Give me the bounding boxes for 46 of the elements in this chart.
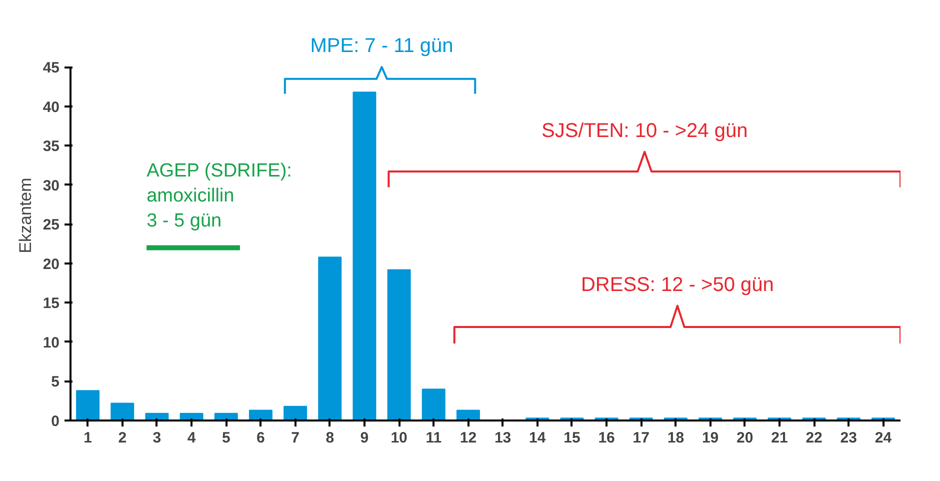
- x-tick-label: 11: [426, 430, 442, 446]
- x-tick-label: 22: [806, 430, 822, 446]
- y-tick-label: 5: [51, 374, 60, 391]
- x-tick-label: 23: [840, 430, 857, 446]
- x-tick-label: 15: [564, 430, 580, 446]
- x-tick-label: 9: [360, 430, 369, 446]
- x-tick-label: 16: [598, 430, 615, 446]
- y-tick-label: 25: [42, 216, 60, 234]
- x-tick-label: 24: [874, 430, 892, 446]
- x-tick-label: 6: [256, 430, 265, 446]
- y-axis-title: Ekzantem: [16, 178, 35, 254]
- bar: [318, 256, 342, 420]
- bar: [284, 406, 308, 420]
- y-tick-label: 20: [42, 256, 60, 273]
- x-tick-label: 8: [326, 430, 334, 446]
- y-tick-label: 35: [42, 138, 60, 156]
- bar: [387, 269, 411, 420]
- bar: [110, 402, 134, 420]
- x-tick-label: 14: [529, 430, 546, 446]
- x-tick-label: 13: [494, 430, 512, 446]
- x-tick-label: 20: [736, 430, 754, 446]
- y-tick-label: 0: [51, 413, 60, 430]
- series-label: DRESS: 12 - >50 gün: [580, 274, 774, 296]
- x-tick-label: 17: [632, 430, 650, 446]
- x-tick-label: 3: [152, 430, 162, 446]
- y-tick-label: 30: [42, 177, 60, 194]
- x-tick-label: 2: [118, 430, 127, 446]
- x-tick-label: 19: [702, 430, 719, 446]
- y-tick-label: 45: [42, 60, 60, 77]
- bar: [422, 388, 446, 420]
- bar: [76, 390, 100, 420]
- x-tick-label: 21: [771, 430, 788, 446]
- x-tick-label: 4: [187, 430, 196, 446]
- y-tick-label: 40: [42, 98, 60, 116]
- x-tick-label: 1: [84, 430, 92, 446]
- bar: [352, 92, 376, 420]
- x-tick-label: 5: [222, 430, 230, 446]
- x-tick-label: 7: [291, 430, 300, 446]
- x-tick-label: 12: [460, 430, 477, 446]
- x-tick-label: 10: [390, 430, 408, 446]
- y-tick-label: 10: [42, 334, 60, 352]
- y-tick-label: 15: [42, 295, 60, 312]
- series-label: MPE: 7 - 11 gün: [310, 35, 454, 58]
- series-label: AGEP (SDRIFE): amoxicillin 3 - 5 gün: [146, 160, 292, 232]
- series-label: SJS/TEN: 10 - >24 gün: [541, 120, 748, 142]
- x-tick-label: 18: [667, 430, 684, 446]
